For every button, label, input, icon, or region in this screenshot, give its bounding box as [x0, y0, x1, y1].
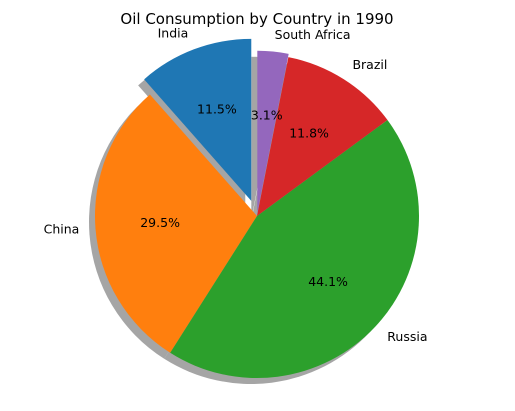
category-label-china: China	[44, 221, 80, 236]
slice-brazil	[257, 57, 388, 216]
percent-label-china: 29.5%	[140, 215, 180, 230]
category-label-india: India	[158, 26, 189, 41]
slice-russia	[170, 119, 419, 379]
slice-china	[94, 94, 258, 353]
percent-label-russia: 44.1%	[308, 274, 348, 289]
chart-title: Oil Consumption by Country in 1990	[120, 10, 393, 28]
percent-label-india: 11.5%	[197, 101, 237, 116]
category-label-brazil: Brazil	[352, 57, 387, 72]
category-label-russia: Russia	[387, 329, 427, 344]
percent-label-brazil: 11.8%	[289, 125, 329, 140]
percent-label-south-africa: 3.1%	[251, 108, 283, 123]
slice-south-africa	[257, 50, 289, 213]
slice-india	[144, 38, 252, 201]
category-label-south-africa: South Africa	[275, 27, 351, 42]
